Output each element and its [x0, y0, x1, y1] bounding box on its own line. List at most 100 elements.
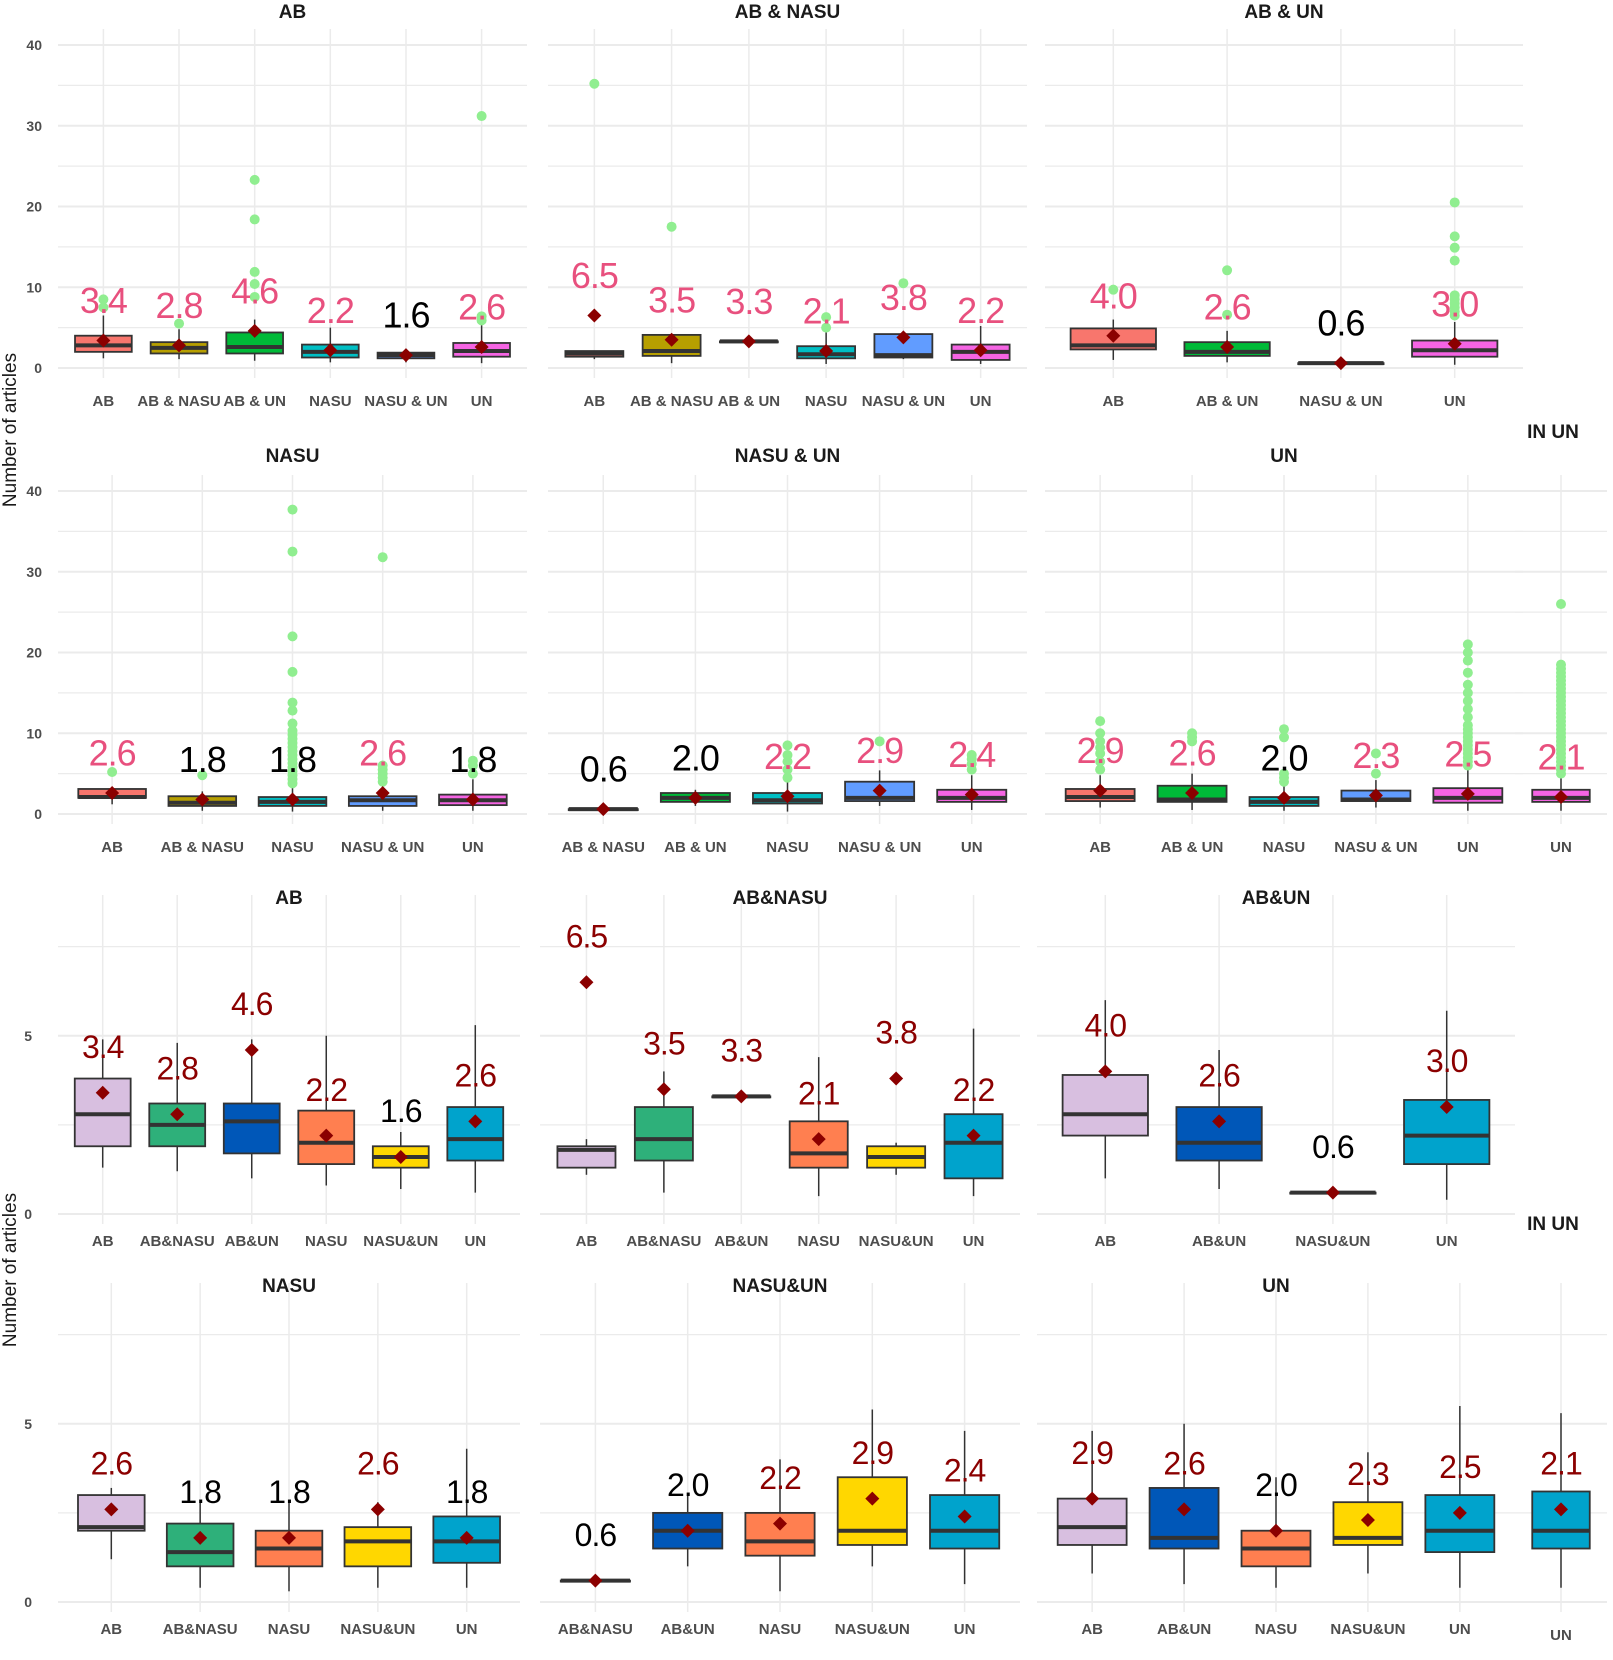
mean-value-label: 1.6: [380, 1093, 422, 1129]
outlier-point: [1279, 732, 1289, 743]
box-ab-un: 2.6 AB&UN: [1175, 1050, 1263, 1250]
x-tick-label: AB: [92, 1233, 114, 1250]
mean-value-label: 0.6: [580, 749, 627, 790]
mean-value-label: 2.0: [1255, 1467, 1297, 1503]
panel-title: UN: [1262, 1276, 1289, 1297]
x-tick-label: UN: [471, 393, 493, 410]
box-ab: 6.5 AB: [564, 78, 625, 410]
outlier-point: [1095, 736, 1106, 747]
outlier-point: [249, 291, 260, 302]
panel-title: NASU: [262, 1276, 316, 1297]
x-tick-label: AB & NASU: [161, 839, 244, 856]
box-iqr: [222, 1102, 281, 1155]
mean-marker: [1360, 1513, 1375, 1528]
y-tick-label: 30: [26, 118, 42, 134]
mean-value-label: 2.1: [798, 1075, 840, 1111]
y-axis-label: Number of articles: [0, 353, 21, 507]
x-tick-label: AB & UN: [664, 839, 727, 856]
x-tick-label: NASU&UN: [859, 1233, 934, 1250]
outlier-point: [821, 312, 832, 323]
x-tick-label: AB: [584, 393, 606, 410]
box-iqr: [343, 1526, 413, 1568]
mean-value-label: 0.6: [1317, 303, 1364, 344]
mean-marker: [588, 1573, 603, 1588]
box-un: 2.2 UN: [943, 1028, 1004, 1250]
box-nasu-un: 2.9 NASU & UN: [838, 730, 921, 856]
x-tick-label: AB&UN: [661, 1621, 715, 1638]
box-nasu-un: 1.6 NASU & UN: [364, 295, 447, 410]
mean-marker: [1220, 340, 1235, 355]
box-ab: 4.0 AB: [1069, 275, 1157, 410]
mean-marker: [96, 333, 111, 348]
mean-value-label: 2.5: [1444, 733, 1491, 774]
outlier-point: [589, 78, 600, 89]
mean-value-label: 4.6: [231, 270, 278, 311]
outlier-point: [98, 294, 109, 305]
box-ab: 3.4 AB: [73, 1029, 132, 1250]
x-tick-label: UN: [961, 839, 983, 856]
outlier-point: [98, 302, 109, 313]
box-ab-un: 2.6 AB & UN: [1156, 728, 1228, 856]
outlier-point: [249, 174, 260, 185]
x-tick-label: AB: [1094, 1233, 1116, 1250]
box-ab: 6.5 AB: [556, 918, 617, 1250]
mean-value-label: 0.6: [1312, 1129, 1354, 1165]
box-ab-nasu: 1.8 AB & NASU: [161, 739, 244, 856]
x-tick-label: UN: [1449, 1621, 1471, 1638]
outlier-point: [782, 740, 793, 751]
outlier-point: [287, 697, 298, 708]
panel-title: IN UN: [1527, 422, 1579, 443]
outlier-point: [1095, 728, 1106, 739]
mean-marker: [244, 1043, 259, 1058]
mean-value-label: 3.5: [648, 279, 695, 320]
mean-marker: [896, 330, 911, 345]
mean-marker: [1098, 1064, 1113, 1079]
outlier-point: [1222, 309, 1233, 320]
mean-marker: [393, 1149, 408, 1164]
outlier-point: [1108, 284, 1119, 295]
box-iqr: [836, 1476, 908, 1546]
box-ab-un: 3.3 AB&UN: [711, 1033, 772, 1250]
y-tick-label: 5: [24, 1028, 32, 1044]
mean-value-label: 3.0: [1431, 283, 1478, 324]
box-nasu: 2.2 NASU: [297, 1035, 356, 1250]
mean-marker: [680, 1523, 695, 1538]
x-tick-label: UN: [462, 839, 484, 856]
mean-value-label: 2.0: [667, 1467, 709, 1503]
outlier-point: [287, 504, 298, 515]
y-tick-label: 30: [26, 564, 42, 580]
mean-marker: [872, 783, 887, 798]
x-tick-label: NASU: [766, 839, 809, 856]
outlier-point: [249, 214, 260, 225]
panel-title: NASU&UN: [733, 1276, 828, 1297]
outlier-point: [782, 764, 793, 775]
panel-title: AB & UN: [1244, 2, 1323, 23]
mean-value-label: 4.0: [1090, 275, 1137, 316]
box-iqr: [1061, 1074, 1149, 1137]
box-ab-un: 2.0 AB & UN: [659, 737, 731, 856]
mean-value-label: 2.9: [852, 1435, 894, 1471]
mean-marker: [1447, 336, 1462, 351]
outlier-point: [1462, 687, 1473, 698]
mean-value-label: 6.5: [566, 918, 608, 954]
mean-value-label: 4.6: [231, 986, 273, 1022]
x-tick-label: AB: [1081, 1621, 1103, 1638]
outlier-point: [287, 718, 298, 729]
outlier-point: [874, 736, 885, 747]
x-tick-label: UN: [1436, 1233, 1458, 1250]
x-tick-label: AB&UN: [714, 1233, 768, 1250]
box-nasu-un: 0.6 NASU&UN: [1289, 1129, 1377, 1250]
mean-marker: [375, 786, 390, 801]
mean-marker: [195, 792, 210, 807]
box-un: 2.6 UN: [452, 111, 511, 410]
mean-value-label: 1.6: [382, 295, 429, 336]
mean-marker: [973, 343, 988, 358]
y-tick-label: 0: [34, 806, 42, 822]
outlier-point: [287, 725, 298, 736]
mean-marker: [966, 1128, 981, 1143]
x-tick-label: NASU&UN: [1330, 1621, 1405, 1638]
outlier-point: [1222, 265, 1233, 276]
x-tick-label: AB: [1089, 839, 1111, 856]
box-nasu-un: 3.8 NASU & UN: [862, 277, 945, 410]
